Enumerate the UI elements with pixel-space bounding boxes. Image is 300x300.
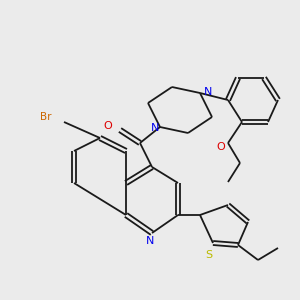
Text: S: S (206, 250, 213, 260)
Text: N: N (151, 123, 159, 133)
Text: Br: Br (40, 112, 52, 122)
Text: O: O (103, 121, 112, 131)
Text: N: N (204, 87, 212, 97)
Text: O: O (217, 142, 225, 152)
Text: N: N (146, 236, 154, 246)
